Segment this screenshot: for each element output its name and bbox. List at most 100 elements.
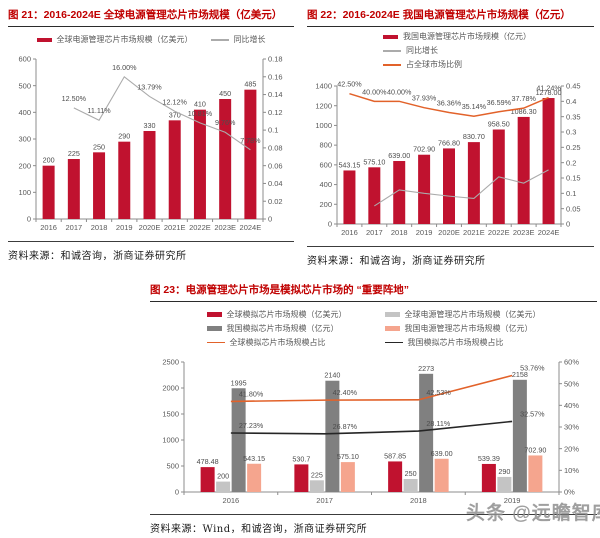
legend-line-swatch [383, 64, 401, 66]
svg-text:1995: 1995 [231, 378, 247, 387]
svg-text:2020E: 2020E [438, 228, 460, 237]
bar [247, 463, 262, 492]
svg-text:1000: 1000 [315, 121, 332, 130]
legend-item: 占全球市场比例 [383, 59, 594, 71]
lines: 12.50%11.11% 16.00% 13.79%12.12%10.81%9.76… [62, 63, 261, 151]
figure-22-divider [307, 246, 594, 247]
svg-text:539.39: 539.39 [478, 454, 500, 463]
bar [497, 476, 512, 492]
legend-line-swatch [206, 341, 225, 344]
svg-text:1086.30: 1086.30 [511, 107, 537, 116]
bar [388, 461, 403, 492]
svg-text:2016: 2016 [40, 223, 57, 232]
svg-text:0.18: 0.18 [268, 55, 283, 64]
svg-text:2017: 2017 [65, 223, 82, 232]
svg-text:830.70: 830.70 [463, 132, 485, 141]
bar [418, 154, 431, 224]
bars: 478.48 530.7 587.85 539.39 200 225 250 290 1995 2… [197, 364, 546, 492]
svg-text:400: 400 [18, 108, 31, 117]
figure-23-chart: 0 500 1000 1500 2000 2500 0% 10% 20% 30% 40% 50% 60%… [162, 358, 579, 505]
svg-text:485: 485 [244, 80, 256, 89]
legend-label: 我国模拟芯片市场规模（亿元） [226, 323, 339, 333]
svg-text:0.1: 0.1 [566, 189, 576, 198]
legend-item: 全球电源管理芯片市场规模（亿美元） [36, 34, 193, 46]
svg-text:26.87%: 26.87% [333, 422, 358, 431]
bar [193, 109, 206, 219]
legend-item: 我国电源管理芯片市场规模（亿元） [384, 322, 541, 335]
svg-text:0.3: 0.3 [566, 128, 576, 137]
bar [231, 388, 246, 492]
bar [294, 464, 309, 492]
svg-text:0.12: 0.12 [268, 108, 283, 117]
svg-text:37.93%: 37.93% [412, 94, 437, 103]
svg-text:2024E: 2024E [538, 228, 560, 237]
bar [244, 89, 257, 219]
svg-text:2017: 2017 [366, 228, 383, 237]
svg-text:37.78%: 37.78% [511, 94, 536, 103]
bar [343, 170, 356, 224]
svg-text:702.90: 702.90 [524, 445, 546, 454]
svg-text:41.24%: 41.24% [536, 84, 561, 93]
line-series [230, 420, 513, 435]
legend-bar-swatch [36, 37, 52, 43]
svg-text:2016: 2016 [341, 228, 358, 237]
figure-22-source: 资料来源：和诚咨询，浙商证券研究所 [307, 256, 486, 267]
bar [309, 480, 324, 492]
svg-text:639.00: 639.00 [388, 151, 410, 160]
line-series [349, 92, 549, 117]
svg-text:0: 0 [328, 220, 332, 229]
svg-text:639.00: 639.00 [431, 449, 453, 458]
figure-21-divider [8, 241, 294, 242]
legend-item: 全球模拟芯片市场规模（亿美元） [206, 308, 347, 321]
svg-text:2020E: 2020E [139, 223, 161, 232]
legend-label: 同比增长 [406, 46, 438, 55]
svg-text:2022E: 2022E [488, 228, 510, 237]
svg-text:225: 225 [311, 470, 323, 479]
svg-text:1400: 1400 [315, 82, 332, 91]
svg-text:20%: 20% [564, 444, 579, 453]
svg-text:2019: 2019 [116, 223, 133, 232]
svg-text:9.76%: 9.76% [215, 118, 236, 127]
svg-text:543.15: 543.15 [338, 160, 360, 169]
svg-text:32.57%: 32.57% [520, 409, 545, 418]
lines: 41.80% 42.40% 42.53% 53.76% 27.23% 26.87% 28.1… [230, 364, 545, 435]
legend-item: 我国模拟芯片市场规模（亿元） [206, 322, 347, 335]
legend-item: 同比增长 [210, 34, 266, 46]
bar [118, 141, 131, 219]
legend-label: 我国模拟芯片市场规模占比 [407, 337, 504, 347]
legend-label: 同比增长 [233, 35, 266, 44]
svg-text:575.10: 575.10 [337, 452, 359, 461]
legend-bar-swatch [206, 326, 222, 331]
bar [340, 462, 355, 492]
svg-text:300: 300 [18, 135, 31, 144]
svg-text:60%: 60% [564, 358, 579, 367]
svg-text:0.14: 0.14 [268, 90, 283, 99]
legend-label: 全球模拟芯片市场规模（亿美元） [226, 309, 347, 319]
svg-text:200: 200 [18, 161, 31, 170]
svg-text:0.08: 0.08 [268, 143, 283, 152]
svg-text:10.81%: 10.81% [188, 109, 213, 118]
figure-21-title: 图 21：2016-2024E 全球电源管理芯片市场规模（亿美元） [8, 8, 294, 27]
svg-text:2019: 2019 [416, 228, 433, 237]
svg-text:600: 600 [319, 160, 332, 169]
svg-text:40.00%: 40.00% [387, 87, 412, 96]
svg-text:543.15: 543.15 [243, 454, 265, 463]
svg-text:0: 0 [27, 215, 31, 224]
svg-text:10%: 10% [564, 466, 579, 475]
bar [434, 458, 449, 492]
figure-23-pmic-vs-analog-market: 图 23：电源管理芯片市场是模拟芯片市场的 “重要阵地” 全球模拟芯片市场规模（… [150, 283, 597, 535]
svg-text:50%: 50% [564, 379, 579, 388]
svg-text:16.00%: 16.00% [112, 63, 137, 72]
svg-text:2016: 2016 [223, 496, 240, 505]
lines: 42.50%40.00% 40.00%37.93%36.36% 35.14% 36.5… [337, 80, 561, 207]
svg-text:0: 0 [268, 215, 272, 224]
svg-text:40.00%: 40.00% [362, 87, 387, 96]
bar [216, 481, 231, 492]
svg-text:2021E: 2021E [164, 223, 186, 232]
bar [143, 131, 156, 219]
svg-text:42.53%: 42.53% [426, 388, 451, 397]
svg-text:370: 370 [169, 110, 181, 119]
legend-bar-swatch [383, 34, 398, 40]
figure-22-title: 图 22：2016-2024E 我国电源管理芯片市场规模（亿元） [307, 8, 594, 27]
svg-text:2019: 2019 [504, 496, 521, 505]
